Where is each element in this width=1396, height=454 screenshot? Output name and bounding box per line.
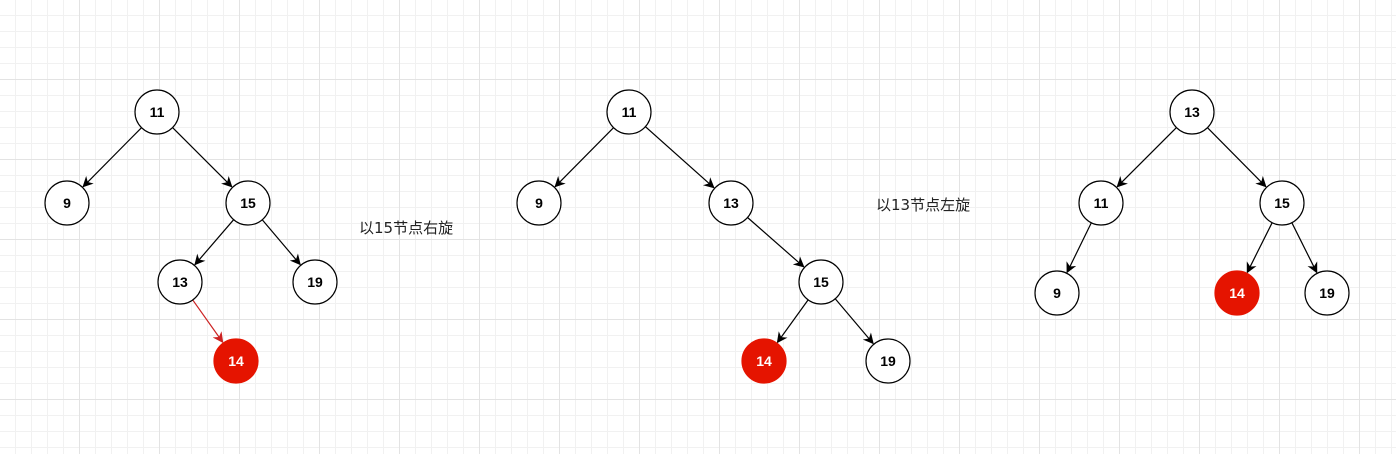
node-label: 13 xyxy=(1184,104,1200,120)
node-label: 11 xyxy=(622,104,637,120)
node-circle xyxy=(1214,270,1260,316)
node-15: 15 xyxy=(798,259,844,305)
node-13: 13 xyxy=(157,259,203,305)
edge-11-to-9 xyxy=(82,127,142,188)
node-label: 13 xyxy=(723,195,739,211)
edge-11-to-9 xyxy=(1066,222,1092,274)
node-11: 11 xyxy=(1078,180,1124,226)
node-label: 14 xyxy=(228,353,244,369)
node-circle xyxy=(213,338,259,384)
node-label: 19 xyxy=(307,274,323,290)
edge-15-to-14 xyxy=(776,299,809,344)
node-label: 11 xyxy=(150,104,165,120)
node-9: 9 xyxy=(1034,270,1080,316)
node-9: 9 xyxy=(44,180,90,226)
edges-layer xyxy=(82,126,1318,345)
caption-right-rotation: 以15节点右旋 xyxy=(359,219,454,237)
node-15: 15 xyxy=(225,180,271,226)
edge-15-to-13 xyxy=(194,219,235,266)
node-19: 19 xyxy=(865,338,911,384)
tree-nodes-before-right-rotation: 11 9 15 13 19 14 xyxy=(44,89,338,384)
edge-13-to-15 xyxy=(1207,127,1267,188)
edge-15-to-19 xyxy=(834,298,874,345)
node-label: 15 xyxy=(240,195,256,211)
edge-15-to-19 xyxy=(1291,222,1318,274)
node-label: 14 xyxy=(756,353,772,369)
node-circle xyxy=(1304,270,1350,316)
node-circle xyxy=(1078,180,1124,226)
node-14: 14 xyxy=(1214,270,1260,316)
node-label: 15 xyxy=(1274,195,1290,211)
edge-15-to-14 xyxy=(1246,222,1273,274)
tree-after-left-rotation xyxy=(1066,127,1318,274)
node-circle xyxy=(157,259,203,305)
node-15: 15 xyxy=(1259,180,1305,226)
node-circle xyxy=(516,180,562,226)
node-19: 19 xyxy=(1304,270,1350,316)
node-circle xyxy=(741,338,787,384)
edge-15-to-19 xyxy=(261,219,301,266)
nodes-layer: 11 9 15 13 19 14 11 9 13 15 14 19 13 11 15 9 14 19 xyxy=(44,89,1350,384)
node-label: 9 xyxy=(1053,285,1061,301)
node-14: 14 xyxy=(741,338,787,384)
node-circle xyxy=(292,259,338,305)
node-11: 11 xyxy=(134,89,180,135)
node-circle xyxy=(1169,89,1215,135)
edge-11-to-13 xyxy=(645,126,715,189)
tree-nodes-after-right-rotation: 11 9 13 15 14 19 xyxy=(516,89,911,384)
node-label: 15 xyxy=(813,274,829,290)
node-circle xyxy=(1259,180,1305,226)
tree-before-right-rotation xyxy=(82,127,301,344)
tree-after-right-rotation xyxy=(554,126,874,345)
edge-11-to-9 xyxy=(554,127,614,188)
node-circle xyxy=(44,180,90,226)
node-9: 9 xyxy=(516,180,562,226)
node-label: 13 xyxy=(172,274,188,290)
edge-13-to-14 xyxy=(192,299,224,344)
node-11: 11 xyxy=(606,89,652,135)
node-label: 19 xyxy=(1319,285,1335,301)
node-label: 19 xyxy=(880,353,896,369)
node-label: 9 xyxy=(63,195,71,211)
node-circle xyxy=(606,89,652,135)
node-label: 11 xyxy=(1094,195,1109,211)
edge-11-to-15 xyxy=(172,127,233,188)
edge-13-to-11 xyxy=(1116,127,1177,188)
node-label: 9 xyxy=(535,195,543,211)
node-circle xyxy=(798,259,844,305)
node-19: 19 xyxy=(292,259,338,305)
node-circle xyxy=(134,89,180,135)
node-circle xyxy=(708,180,754,226)
node-13: 13 xyxy=(1169,89,1215,135)
tree-nodes-after-left-rotation: 13 11 15 9 14 19 xyxy=(1034,89,1350,316)
node-14: 14 xyxy=(213,338,259,384)
node-circle xyxy=(225,180,271,226)
caption-left-rotation: 以13节点左旋 xyxy=(876,196,971,214)
node-circle xyxy=(865,338,911,384)
node-label: 14 xyxy=(1229,285,1245,301)
node-13: 13 xyxy=(708,180,754,226)
node-circle xyxy=(1034,270,1080,316)
edge-13-to-15 xyxy=(747,217,805,268)
